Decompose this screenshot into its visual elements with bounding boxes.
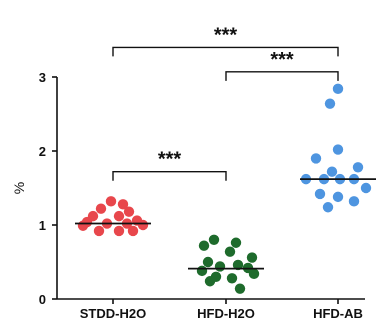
data-point	[224, 246, 236, 257]
data-point	[117, 199, 129, 210]
data-points	[77, 83, 372, 294]
data-point	[248, 268, 260, 280]
data-point	[214, 261, 226, 272]
data-point	[137, 219, 149, 231]
data-point	[352, 162, 364, 173]
data-point	[360, 182, 372, 194]
data-point	[198, 240, 210, 251]
data-point	[332, 144, 344, 155]
y-tick-label: 0	[39, 292, 46, 307]
y-tick-label: 2	[39, 144, 46, 159]
data-point	[123, 206, 135, 217]
data-point	[77, 220, 89, 231]
x-axis-categories: STDD-H2O HFD-H2O HFD-AB	[80, 299, 363, 321]
x-tick-label: STDD-H2O	[80, 306, 146, 321]
x-tick-label: HFD-AB	[313, 306, 363, 321]
data-point	[310, 153, 322, 164]
significance-label: ***	[270, 49, 294, 71]
data-point	[324, 98, 336, 109]
data-point	[196, 265, 208, 277]
data-point	[232, 259, 244, 271]
data-point	[93, 225, 105, 237]
data-point	[113, 210, 125, 222]
y-tick-label: 1	[39, 218, 46, 233]
data-point	[234, 283, 246, 294]
data-point	[348, 196, 360, 207]
data-point	[202, 256, 214, 268]
data-point	[208, 234, 220, 245]
significance-label: ***	[158, 149, 182, 171]
significance-bracket	[112, 171, 227, 181]
significance-bracket	[225, 71, 339, 81]
significance-brackets: *** *** ***	[112, 24, 339, 181]
data-point	[332, 83, 344, 95]
data-point	[105, 196, 117, 207]
y-axis-ticks: 0 1 2 3	[39, 70, 57, 307]
data-point	[230, 237, 242, 248]
data-point	[127, 225, 139, 237]
significance-label: ***	[214, 24, 238, 46]
x-tick-label: HFD-H2O	[197, 306, 255, 321]
y-tick-label: 3	[39, 70, 46, 85]
data-point	[326, 166, 338, 177]
data-point	[226, 273, 238, 284]
data-point	[204, 276, 216, 287]
data-point	[113, 225, 125, 237]
data-point	[246, 252, 258, 263]
data-point	[322, 202, 334, 213]
data-point	[332, 191, 344, 203]
data-point	[314, 188, 326, 200]
significance-bracket	[112, 46, 339, 57]
y-axis-title: %	[11, 182, 27, 194]
median-lines	[75, 178, 376, 270]
data-point	[95, 203, 107, 214]
